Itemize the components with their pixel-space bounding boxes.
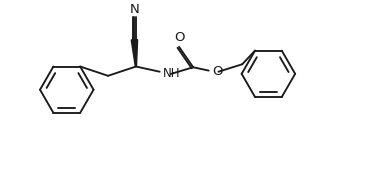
- Polygon shape: [131, 39, 138, 66]
- Text: N: N: [129, 3, 139, 16]
- Text: O: O: [174, 31, 184, 44]
- Text: O: O: [213, 65, 223, 78]
- Text: NH: NH: [163, 68, 180, 80]
